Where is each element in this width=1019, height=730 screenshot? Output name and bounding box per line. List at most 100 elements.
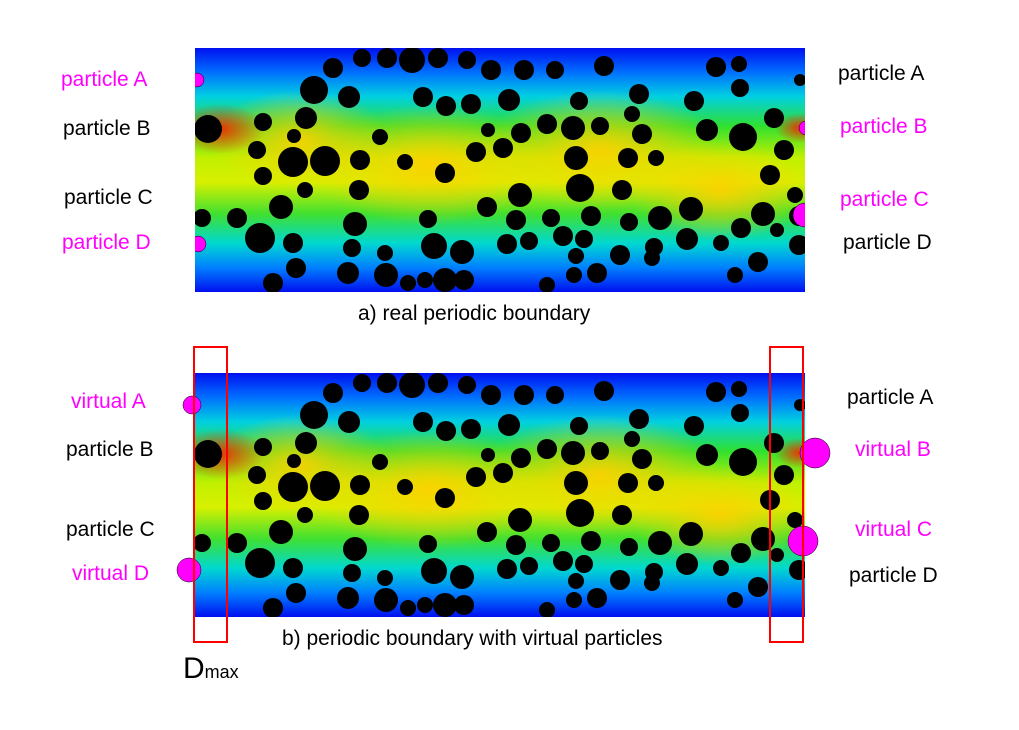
particle (477, 197, 497, 217)
particle (195, 534, 211, 552)
label-a-left-particle-a: particle A (61, 68, 148, 91)
label-b-right-virtual-b: virtual B (855, 438, 931, 461)
particle (537, 114, 557, 134)
particle (428, 48, 448, 68)
particle (684, 416, 704, 436)
particle (458, 376, 476, 394)
particle (300, 76, 328, 104)
particle (511, 123, 531, 143)
particle (269, 195, 293, 219)
particle (760, 165, 780, 185)
particle (278, 147, 308, 177)
particle (731, 218, 751, 238)
particle (372, 129, 388, 145)
particle (537, 439, 557, 459)
particle (566, 499, 594, 527)
particle (610, 245, 630, 265)
particle (575, 555, 593, 573)
particle (594, 56, 614, 76)
particle (632, 124, 652, 144)
particle (794, 399, 805, 411)
particle (553, 551, 573, 571)
particle (568, 573, 584, 589)
particle (632, 449, 652, 469)
particle (436, 421, 456, 441)
particle (620, 213, 638, 231)
particle (195, 440, 222, 468)
particle (566, 592, 582, 608)
particle (286, 258, 306, 278)
dmax-label: Dmax (183, 652, 239, 686)
dmax-boundary-box (769, 346, 804, 643)
particle (377, 245, 393, 261)
particle (553, 226, 573, 246)
particle (542, 209, 560, 227)
particle (433, 268, 457, 292)
particle (343, 212, 367, 236)
particle (195, 115, 222, 143)
particle (481, 448, 495, 462)
particle (612, 180, 632, 200)
particle (713, 235, 729, 251)
particle (774, 465, 794, 485)
particle (591, 117, 609, 135)
particle (713, 560, 729, 576)
particle (696, 119, 718, 141)
particle (245, 223, 275, 253)
particle (618, 148, 638, 168)
particle (493, 463, 513, 483)
particle (570, 92, 588, 110)
particle (458, 51, 476, 69)
caption-b: b) periodic boundary with virtual partic… (282, 627, 663, 650)
particle (263, 273, 283, 292)
particle (466, 142, 486, 162)
particle (248, 141, 266, 159)
label-b-right-virtual-c: virtual C (855, 518, 933, 541)
particle (506, 535, 526, 555)
particle (300, 401, 328, 429)
particle (287, 454, 301, 468)
label-b-left-virtual-a: virtual A (71, 390, 146, 413)
particle (508, 183, 532, 207)
label-a-right-particle-c: particle C (840, 188, 929, 211)
particle (564, 146, 588, 170)
particle (353, 374, 371, 392)
particle (748, 252, 768, 272)
particle (337, 262, 359, 284)
particle (374, 263, 398, 287)
particle (764, 433, 784, 453)
particle (227, 208, 247, 228)
particle (731, 56, 747, 72)
particle (731, 543, 751, 563)
particle (514, 385, 534, 405)
particle (419, 210, 437, 228)
particle (610, 570, 630, 590)
particle (587, 588, 607, 608)
particle (679, 197, 703, 221)
particle (461, 419, 481, 439)
particle (400, 275, 416, 291)
particle (770, 548, 784, 562)
particle (629, 84, 649, 104)
particle (648, 531, 672, 555)
particle (350, 150, 370, 170)
virtual-particle (176, 557, 202, 583)
label-b-left-virtual-d: virtual D (72, 562, 150, 585)
particle (248, 466, 266, 484)
particle (789, 560, 805, 580)
particle (648, 150, 664, 166)
particle (620, 538, 638, 556)
particle (644, 250, 660, 266)
particle (466, 467, 486, 487)
particle (295, 107, 317, 129)
particle (481, 60, 501, 80)
particle (278, 472, 308, 502)
particle (436, 96, 456, 116)
particle (624, 431, 640, 447)
particle (564, 471, 588, 495)
particle (337, 587, 359, 609)
particle (263, 598, 283, 617)
particle (343, 564, 361, 582)
